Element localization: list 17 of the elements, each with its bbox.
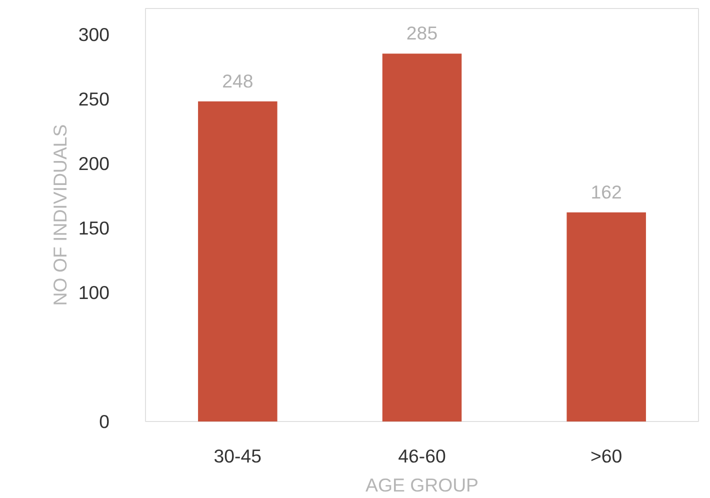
- x-tick-label: 30-45: [214, 446, 262, 466]
- y-tick-label: 100: [78, 282, 110, 303]
- bar: [382, 54, 462, 422]
- bar: [198, 101, 278, 422]
- x-tick-label: >60: [590, 446, 622, 466]
- bar: [566, 212, 646, 422]
- x-tick-label: 46-60: [398, 446, 446, 466]
- y-tick-label: 250: [78, 88, 110, 110]
- y-tick-label: 300: [78, 24, 110, 45]
- data-label: 248: [222, 70, 254, 92]
- x-axis-title: AGE GROUP: [366, 474, 479, 496]
- y-tick-label: 0: [99, 411, 110, 432]
- data-label: 162: [590, 181, 622, 202]
- data-label: 285: [406, 22, 438, 44]
- y-tick-label: 150: [78, 217, 110, 238]
- y-tick-label: 200: [78, 152, 110, 174]
- y-axis-title: NO OF INDIVIDUALS: [49, 124, 70, 306]
